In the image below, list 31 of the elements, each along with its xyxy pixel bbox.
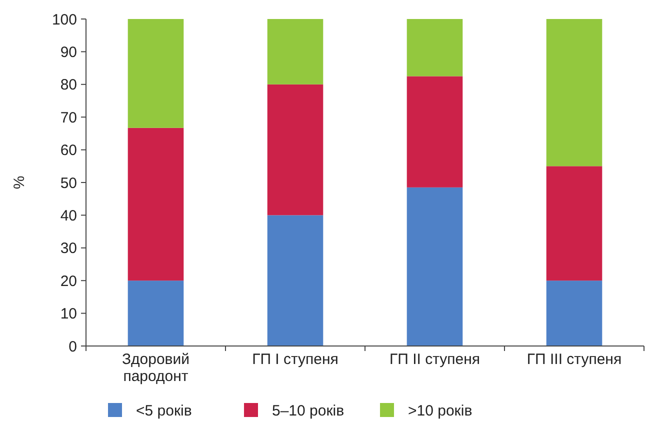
bar bbox=[546, 19, 602, 166]
y-tick-label: 0 bbox=[68, 338, 77, 356]
bar bbox=[128, 280, 184, 346]
y-tick-label: 40 bbox=[60, 207, 77, 224]
y-tick-label: 30 bbox=[60, 240, 77, 258]
y-tick-label: 60 bbox=[60, 142, 77, 160]
legend-label: 5–10 років bbox=[272, 402, 344, 420]
y-tick-label: 80 bbox=[60, 76, 77, 94]
y-tick-label: 10 bbox=[60, 306, 77, 323]
bar bbox=[406, 19, 463, 76]
bar bbox=[406, 76, 463, 188]
y-tick-label: 70 bbox=[60, 109, 77, 126]
legend-label: <5 років bbox=[136, 402, 192, 420]
bar bbox=[546, 280, 602, 346]
y-tick-label: 100 bbox=[52, 11, 77, 28]
bar bbox=[267, 215, 324, 346]
y-tick-label: 50 bbox=[60, 174, 77, 192]
y-tick-label: 20 bbox=[60, 272, 77, 290]
legend-label: >10 років bbox=[408, 402, 472, 420]
x-tick-label: ГП II ступеня bbox=[390, 351, 480, 368]
bar bbox=[128, 128, 184, 281]
x-tick-label: ГП I ступеня bbox=[252, 351, 338, 368]
bar bbox=[267, 84, 324, 216]
bar bbox=[546, 166, 602, 281]
bar bbox=[267, 19, 324, 84]
y-tick-label: 90 bbox=[60, 44, 77, 61]
x-tick-label: Здоровий пародонт bbox=[122, 351, 190, 385]
x-tick-label: ГП III ступеня bbox=[526, 351, 622, 368]
y-axis-title: % bbox=[11, 176, 28, 190]
bar bbox=[406, 187, 463, 346]
bar bbox=[128, 19, 184, 128]
